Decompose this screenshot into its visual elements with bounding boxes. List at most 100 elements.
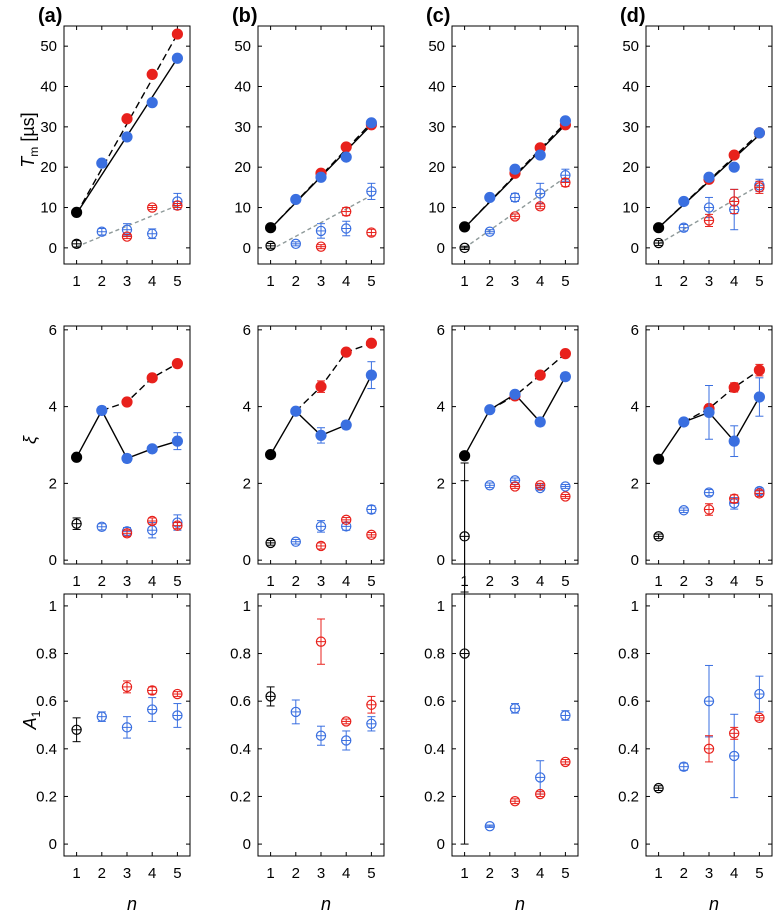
y-tick-label: 0.2: [36, 788, 57, 805]
y-tick-label: 4: [631, 399, 639, 416]
marker-red-filled: [340, 141, 352, 153]
xlabel-d: n: [709, 894, 719, 914]
x-tick-label: 2: [680, 273, 688, 290]
marker-black-filled: [71, 451, 83, 463]
x-tick-label: 3: [511, 573, 519, 590]
y-tick-label: 2: [49, 475, 57, 492]
x-tick-label: 4: [536, 273, 544, 290]
panel-label-a: (a): [38, 5, 62, 27]
marker-blue-filled: [96, 404, 108, 417]
marker-red-filled: [534, 369, 546, 381]
xlabel-b: n: [321, 894, 331, 914]
xlabel-a: n: [127, 894, 137, 914]
y-tick-label: 0: [631, 836, 639, 853]
y-tick-label: 4: [49, 399, 57, 416]
x-tick-label: 1: [266, 573, 274, 590]
x-tick-label: 2: [98, 865, 106, 882]
y-tick-label: 0.2: [424, 788, 445, 805]
y-tick-label: 0: [437, 240, 445, 257]
axes-frame: [451, 25, 579, 265]
y-tick-label: 0: [243, 836, 251, 853]
x-tick-label: 3: [123, 273, 131, 290]
y-tick-label: 0.6: [36, 693, 57, 710]
marker-red-filled: [365, 337, 377, 349]
series-line-black-dashed: [270, 122, 372, 229]
marker-blue-filled: [703, 406, 715, 418]
y-tick-label: 40: [428, 79, 445, 96]
x-tick-label: 4: [536, 573, 544, 590]
x-tick-label: 3: [511, 273, 519, 290]
x-tick-label: 2: [486, 273, 494, 290]
y-tick-label: 0.2: [230, 788, 251, 805]
x-tick-label: 1: [72, 573, 80, 590]
y-tick-label: 2: [631, 475, 639, 492]
marker-blue-filled: [365, 369, 377, 381]
x-tick-label: 4: [342, 865, 350, 882]
y-tick-label: 10: [428, 200, 445, 217]
y-tick-label: 2: [243, 475, 251, 492]
marker-blue-filled: [753, 391, 766, 403]
x-tick-label: 2: [292, 573, 300, 590]
y-tick-label: 4: [243, 399, 251, 416]
marker-blue-filled: [290, 193, 302, 206]
marker-blue-filled: [534, 416, 546, 428]
y-tick-label: 2: [437, 475, 445, 492]
x-tick-label: 5: [367, 573, 375, 590]
marker-red-filled: [728, 149, 740, 161]
marker-blue-filled: [365, 117, 377, 129]
axes-frame: [451, 325, 579, 565]
marker-red-filled: [753, 364, 766, 376]
marker-red-filled: [559, 348, 572, 360]
y-tick-label: 1: [631, 598, 639, 615]
x-tick-label: 1: [654, 865, 662, 882]
x-tick-label: 1: [460, 865, 468, 882]
marker-black-filled: [71, 206, 83, 218]
y-tick-label: 20: [428, 159, 445, 176]
y-tick-label: 4: [437, 399, 445, 416]
x-tick-label: 2: [486, 865, 494, 882]
series-line-black-dashed: [683, 369, 760, 423]
marker-red-filled: [171, 358, 183, 370]
marker-black-filled: [652, 453, 665, 465]
marker-blue-filled: [484, 191, 496, 204]
x-tick-label: 5: [755, 865, 763, 882]
y-tick-label: 0: [49, 552, 57, 569]
x-tick-label: 4: [342, 273, 350, 290]
marker-blue-filled: [171, 435, 183, 447]
ylabel-tm: Tm [µs]: [18, 112, 41, 167]
marker-blue-filled: [559, 371, 572, 383]
y-tick-label: 0.6: [618, 693, 639, 710]
x-tick-label: 5: [367, 865, 375, 882]
marker-black-filled: [458, 450, 471, 462]
series-line-black-dashed: [489, 353, 566, 411]
x-tick-label: 3: [511, 865, 519, 882]
y-tick-label: 0: [631, 240, 639, 257]
x-tick-label: 4: [342, 573, 350, 590]
marker-blue-filled: [340, 419, 352, 431]
x-tick-label: 2: [680, 865, 688, 882]
y-tick-label: 30: [40, 119, 57, 136]
y-tick-label: 50: [40, 38, 57, 55]
marker-black-filled: [264, 448, 277, 461]
x-tick-label: 5: [173, 573, 181, 590]
y-tick-label: 10: [234, 200, 251, 217]
x-tick-label: 2: [680, 573, 688, 590]
x-tick-label: 4: [148, 865, 156, 882]
panel-a-a1: 1 2 3 4 5 0 0.2 0.4 0.6 0.8 1: [36, 593, 191, 882]
x-tick-label: 1: [266, 273, 274, 290]
marker-blue-filled: [534, 149, 546, 161]
x-tick-label: 2: [292, 273, 300, 290]
y-tick-label: 0.8: [424, 646, 445, 663]
y-tick-label: 6: [49, 322, 57, 339]
ylabel-a1-sub: 1: [29, 710, 43, 717]
ylabel-a1-main: A: [20, 717, 40, 730]
panel-d-a1: 1 2 3 4 5 0 0.2 0.4 0.6 0.8 1: [618, 593, 773, 882]
marker-blue-filled: [146, 97, 158, 109]
marker-blue-filled: [171, 52, 183, 64]
marker-blue-filled: [509, 388, 521, 400]
x-tick-label: 2: [98, 273, 106, 290]
